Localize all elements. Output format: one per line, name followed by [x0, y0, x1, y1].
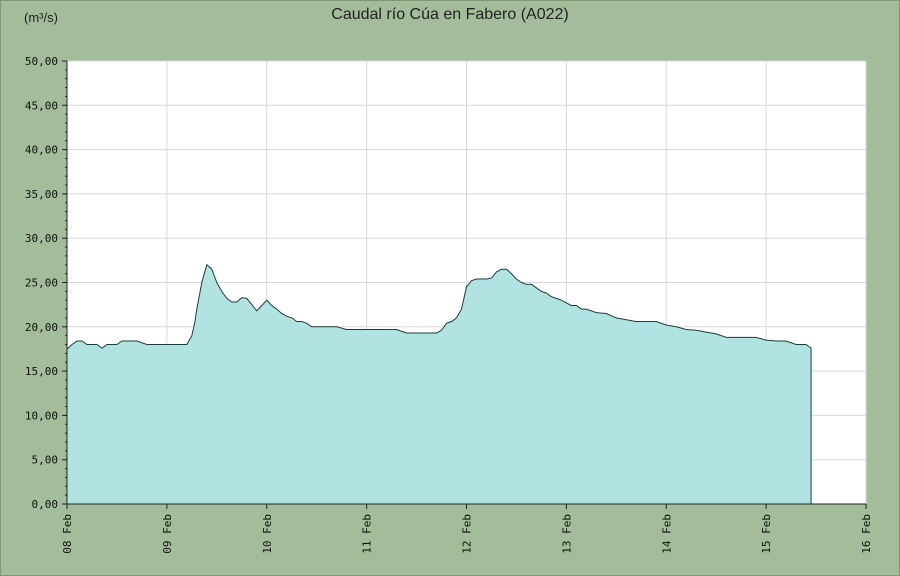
- series-layer: [66, 263, 812, 504]
- y-tick-label: 35,00: [25, 188, 58, 201]
- y-tick-label: 45,00: [25, 99, 58, 112]
- x-tick-label: 15 Feb: [760, 514, 773, 554]
- y-tick-label: 20,00: [25, 321, 58, 334]
- flow-line: [66, 263, 812, 350]
- y-tick-label: 15,00: [25, 365, 58, 378]
- y-tick-label: 40,00: [25, 144, 58, 157]
- x-tick-label: 16 Feb: [860, 514, 873, 554]
- y-tick-label: 0,00: [32, 498, 59, 511]
- flow-area: [67, 264, 812, 504]
- x-tick-label: 13 Feb: [560, 514, 573, 554]
- axes: [62, 60, 867, 509]
- x-tick-label: 12 Feb: [461, 514, 474, 554]
- y-tick-label: 30,00: [25, 232, 58, 245]
- y-axis-unit-label: (m³/s): [24, 10, 58, 25]
- x-tick-label: 10 Feb: [261, 514, 274, 554]
- y-tick-label: 25,00: [25, 277, 58, 290]
- y-tick-label: 50,00: [25, 55, 58, 68]
- y-tick-label: 10,00: [25, 409, 58, 422]
- x-tick-label: 09 Feb: [161, 514, 174, 554]
- chart-title: Caudal río Cúa en Fabero (A022): [331, 6, 569, 23]
- x-tick-labels: 08 Feb 09 Feb 10 Feb 11 Feb 12 Feb 13 Feb 14 F…: [61, 514, 873, 554]
- y-tick-labels: 0,00 5,00 10,00 15,00 20,00 25,00 30,00 35,00 40…: [25, 55, 58, 511]
- x-tick-label: 11 Feb: [361, 514, 374, 554]
- x-tick-label: 08 Feb: [61, 514, 74, 554]
- x-tick-label: 14 Feb: [660, 514, 673, 554]
- y-tick-label: 5,00: [32, 454, 59, 467]
